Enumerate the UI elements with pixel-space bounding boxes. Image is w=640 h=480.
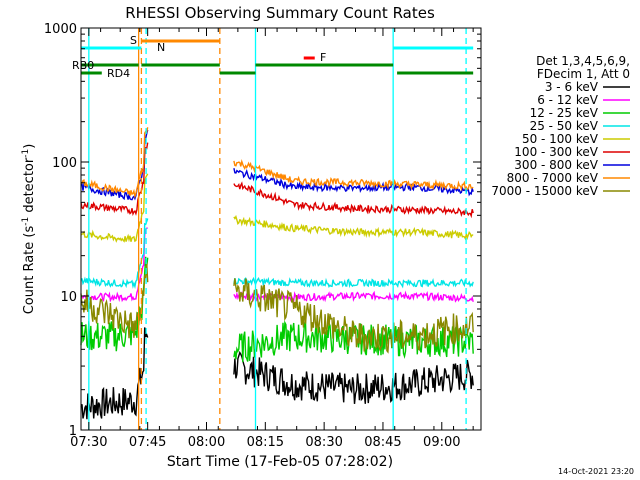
generation-timestamp: 14-Oct-2021 23:20 [558,467,634,476]
x-tick-label: 09:00 [423,435,460,450]
series-segment-post [233,181,474,219]
series-segment-post [233,214,474,241]
legend-label: 6 - 12 keV [537,93,599,107]
series-segment-pre [80,327,149,420]
legend-label: 100 - 300 keV [514,145,598,159]
y-tick-label: 1 [69,424,77,439]
chart-title: RHESSI Observing Summary Count Rates [125,4,435,22]
series-segment-pre [80,218,149,290]
legend-label: 300 - 800 keV [514,158,598,172]
x-tick-label: 08:45 [364,435,401,450]
series-layer [80,127,474,420]
saa-flag-label: S [130,34,137,47]
series-segment-pre [80,227,148,303]
series-segment-pre [80,142,149,217]
legend: Det 1,3,4,5,6,9, FDecim 1, Att 0 3 - 6 k… [491,54,630,198]
legend-label: 25 - 50 keV [530,119,599,133]
plot-frame [80,27,482,431]
series-segment-post [233,278,474,354]
y-tick-label: 100 [52,156,77,171]
series-800-7000kev [80,127,474,199]
series-segment-post [233,276,474,289]
x-axis-label: Start Time (17-Feb-05 07:28:02) [167,454,393,470]
series-segment-pre [80,256,149,352]
legend-label: 3 - 6 keV [545,80,599,94]
series-3-6kev [80,327,474,420]
event-markers [88,28,467,430]
legend-header-line1: Det 1,3,4,5,6,9, [536,54,630,68]
axis-ticks: 07:30 07:45 08:00 08:15 08:30 08:45 09:00 1 10 10… [44,22,481,450]
flare-flag-label: F [320,51,326,64]
x-tick-label: 07:30 [70,435,107,450]
y-axis-label-sup2: -1 [21,149,31,158]
legend-label: 800 - 7000 keV [507,171,599,185]
rd4-flag-label: RD4 [107,67,130,80]
x-tick-label: 08:15 [247,435,284,450]
night-flag-label: N [157,41,165,54]
x-tick-label: 08:30 [305,435,342,450]
series-300-800kev [80,129,474,201]
y-axis-label: Count Rate (s-1 detector-1) [21,144,37,315]
series-segment-pre [80,173,149,243]
series-25-50kev [80,218,474,290]
series-segment-pre [80,262,149,339]
x-tick-label: 08:00 [188,435,225,450]
series-segment-post [233,350,474,404]
legend-label: 50 - 100 keV [522,132,599,146]
legend-label: 7000 - 15000 keV [491,184,598,198]
x-tick-label: 07:45 [129,435,166,450]
series-50-100kev [80,173,474,243]
y-axis-label-end: ) [22,144,37,149]
y-tick-label: 10 [60,290,77,305]
y-axis-label-sup1: -1 [21,217,31,226]
rb0-flag-label: RB0 [72,59,94,72]
series-segment-pre [80,127,149,199]
legend-header-line2: FDecim 1, Att 0 [537,67,630,81]
series-segment-post [233,158,474,192]
series-100-300kev [80,142,474,219]
legend-label: 12 - 25 keV [530,106,599,120]
y-tick-label: 1000 [44,22,77,37]
flag-bars: S N F RB0 RD4 [72,34,474,80]
series-7000-15000kev [80,262,474,354]
y-axis-label-mid: detector [22,157,37,217]
y-axis-label-main: Count Rate (s [22,226,37,315]
